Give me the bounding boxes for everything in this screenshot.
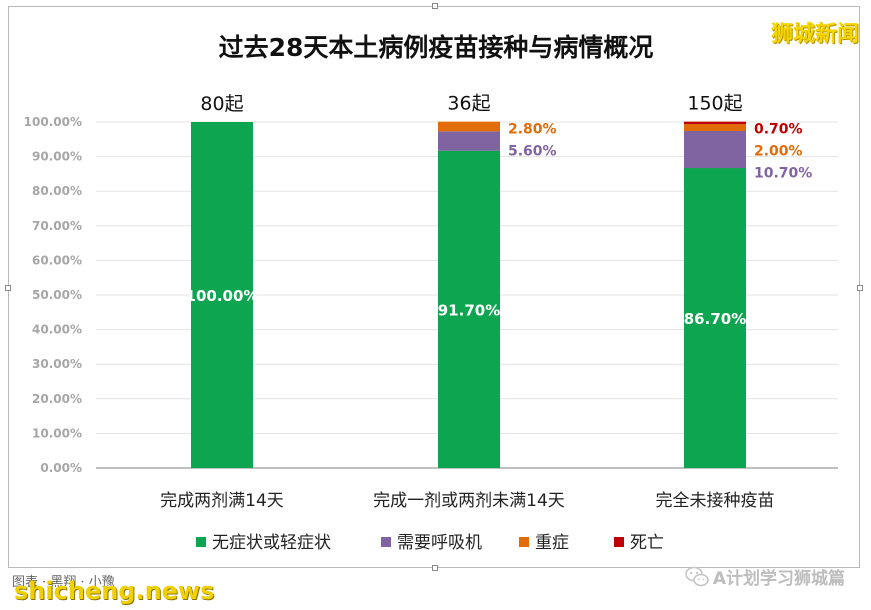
x-tick-label: 完成两剂满14天 xyxy=(160,491,284,511)
y-tick-label: 40.00% xyxy=(32,323,82,337)
bar-total-label: 36起 xyxy=(447,93,490,115)
x-axis-ticks: 完成两剂满14天 完成一剂或两剂未满14天 完全未接种疫苗 xyxy=(160,491,774,511)
data-label-mild: 91.70% xyxy=(438,301,500,319)
bar-segment-ventilator xyxy=(684,130,746,169)
data-label-ventilator: 10.70% xyxy=(754,166,812,182)
legend: 无症状或轻症状 需要呼吸机 重症 死亡 xyxy=(196,533,664,553)
bar-segment-ventilator xyxy=(438,131,500,151)
y-tick-label: 50.00% xyxy=(32,288,82,302)
y-tick-label: 70.00% xyxy=(32,219,82,233)
bar-segment-mild xyxy=(684,168,746,468)
data-label-death: 0.70% xyxy=(754,122,803,138)
bar-segment-mild xyxy=(191,122,253,468)
bar-segment-severe xyxy=(438,121,500,132)
data-label-ventilator: 5.60% xyxy=(508,144,557,160)
legend-swatch xyxy=(614,537,624,547)
y-tick-label: 80.00% xyxy=(32,184,82,198)
wechat-account-name: A计划学习狮城篇 xyxy=(712,569,845,589)
data-label-mild: 86.70% xyxy=(684,310,746,328)
watermark: shicheng.news xyxy=(14,577,215,605)
bar-total-label: 80起 xyxy=(200,93,243,115)
data-label-severe: 2.80% xyxy=(508,122,557,138)
legend-entry: 需要呼吸机 xyxy=(397,533,482,553)
legend-entry: 重症 xyxy=(535,533,569,553)
x-tick-label: 完全未接种疫苗 xyxy=(656,491,775,511)
data-label-severe: 2.00% xyxy=(754,144,803,160)
legend-entry: 死亡 xyxy=(630,533,664,553)
chart-title: 过去28天本土病例疫苗接种与病情概况 xyxy=(219,33,654,62)
data-label-mild: 100.00% xyxy=(186,287,259,305)
y-tick-label: 100.00% xyxy=(24,115,82,129)
bar-total-label: 150起 xyxy=(687,93,742,115)
y-tick-label: 60.00% xyxy=(32,253,82,267)
legend-swatch xyxy=(196,537,206,547)
y-axis-ticks: 0.00% 10.00% 20.00% 30.00% 40.00% 50.00% 60.00… xyxy=(24,115,82,475)
x-tick-label: 完成一剂或两剂未满14天 xyxy=(373,491,565,511)
bar-segment-death xyxy=(684,121,746,125)
y-tick-label: 10.00% xyxy=(32,426,82,440)
resize-handle-left[interactable] xyxy=(5,285,11,291)
brand-logo-text: 狮城新闻 xyxy=(770,22,859,47)
data-labels: 100.00% 80起 91.70% 5.60% 2.80% 36起 86.70% 10.70… xyxy=(186,93,813,328)
legend-entry: 无症状或轻症状 xyxy=(212,533,331,553)
wechat-account: A计划学习狮城篇 xyxy=(685,564,845,589)
legend-swatch xyxy=(519,537,529,547)
y-tick-label: 20.00% xyxy=(32,392,82,406)
resize-handle-right[interactable] xyxy=(857,285,863,291)
chart-credit: 图表 · 黑翔 · 小豫 xyxy=(12,575,115,590)
resize-handle-bottom[interactable] xyxy=(432,565,438,571)
y-tick-label: 30.00% xyxy=(32,357,82,371)
y-tick-label: 0.00% xyxy=(40,461,82,475)
bar-segment-severe xyxy=(684,124,746,131)
legend-swatch xyxy=(381,537,391,547)
wechat-icon xyxy=(685,566,709,586)
y-tick-label: 90.00% xyxy=(32,150,82,164)
resize-handle-top[interactable] xyxy=(432,3,438,9)
bars xyxy=(191,121,746,468)
bar-segment-mild xyxy=(438,150,500,468)
